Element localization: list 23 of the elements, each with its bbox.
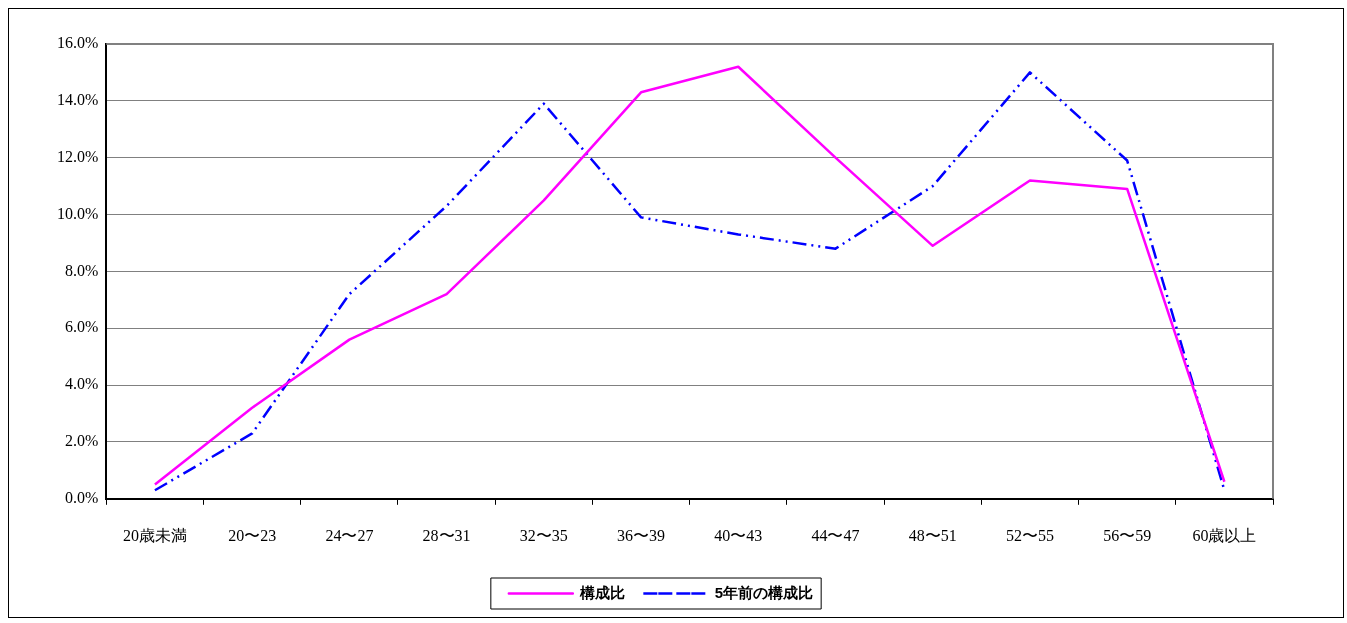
x-tick-label: 24〜27	[325, 526, 374, 544]
y-tick-label: 16.0%	[57, 34, 99, 52]
y-tick-label: 6.0%	[65, 318, 99, 336]
legend-label: 5年前の構成比	[714, 583, 814, 601]
x-tick-label: 20歳未満	[122, 526, 187, 544]
x-tick-label: 48〜51	[908, 526, 957, 544]
x-tick-label: 36〜39	[617, 526, 666, 544]
x-tick-label: 52〜55	[1005, 526, 1054, 544]
y-tick-label: 8.0%	[65, 261, 99, 279]
x-tick-label: 44〜47	[811, 526, 860, 544]
x-tick-label: 20〜23	[228, 526, 277, 544]
y-tick-label: 10.0%	[57, 204, 99, 222]
y-tick-label: 2.0%	[65, 432, 99, 450]
y-tick-label: 0.0%	[65, 489, 99, 506]
y-tick-label: 12.0%	[57, 147, 99, 165]
x-tick-label: 32〜35	[519, 526, 568, 544]
x-tick-label: 40〜43	[714, 526, 763, 544]
x-tick-label: 28〜31	[422, 526, 471, 544]
y-tick-label: 14.0%	[57, 91, 99, 109]
legend-label: 構成比	[579, 583, 626, 601]
x-tick-label: 56〜59	[1103, 526, 1152, 544]
y-tick-label: 4.0%	[65, 375, 99, 393]
x-tick-label: 60歳以上	[1192, 526, 1257, 544]
